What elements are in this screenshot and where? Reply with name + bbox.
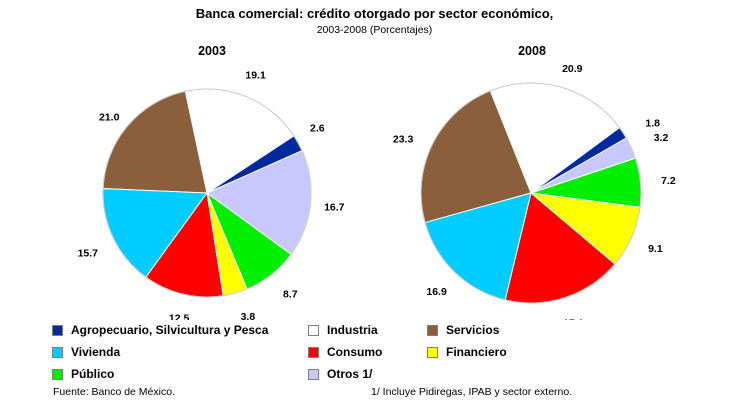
pie-charts-canvas: 2.6 19.1 21.0 15.7 12.5 3.8 8.7 16.7 1.8 20.9 23.3…: [78, 63, 676, 321]
legend-label: Industria: [327, 323, 378, 337]
legend-item-agropecuario: Agropecuario, Silvicultura y Pesca: [52, 319, 268, 341]
slice-value-label: 17.6: [563, 317, 584, 320]
slice-value-label: 12.5: [169, 313, 190, 321]
legend-swatch: [52, 324, 63, 336]
pie-outline: [102, 88, 312, 298]
chart-subtitle: 2003-2008 (Porcentajes): [316, 24, 433, 36]
legend-item-servicios: Servicios: [427, 319, 499, 341]
slice-value-label: 20.9: [562, 63, 583, 75]
legend-swatch: [308, 324, 319, 336]
legend-swatch: [308, 368, 319, 380]
slice-value-label: 2.6: [310, 123, 325, 135]
legend-swatch: [308, 346, 319, 358]
slice-value-label: 23.3: [393, 134, 414, 146]
legend-item-industria: Industria: [308, 319, 378, 341]
pie-title-2003: 2003: [198, 44, 226, 58]
slice-value-label: 16.9: [426, 286, 447, 298]
slice-value-label: 21.0: [99, 111, 120, 123]
slice-value-label: 1.8: [645, 118, 660, 130]
source-note: Fuente: Banco de México.: [53, 386, 175, 398]
legend-swatch: [52, 368, 63, 380]
legend-item-publico: Público: [52, 363, 114, 385]
legend-label: Público: [71, 367, 115, 381]
chart-title: Banca comercial: crédito otorgado por se…: [195, 6, 554, 21]
footnote: 1/ Incluye Pidiregas, IPAB y sector exte…: [371, 386, 573, 398]
legend-swatch: [52, 346, 63, 358]
pie-outline: [420, 82, 642, 304]
slice-value-label: 8.7: [283, 289, 298, 301]
slice-value-label: 15.7: [78, 248, 99, 260]
slice-value-label: 7.2: [661, 175, 676, 187]
legend-item-consumo: Consumo: [308, 341, 382, 363]
slice-value-label: 3.2: [654, 132, 669, 144]
legend-label: Consumo: [327, 345, 383, 359]
legend: Agropecuario, Silvicultura y Pesca Indus…: [52, 319, 672, 385]
legend-label: Agropecuario, Silvicultura y Pesca: [71, 323, 269, 337]
slice-value-label: 19.1: [245, 70, 266, 82]
legend-item-otros: Otros 1/: [308, 363, 372, 385]
slice-value-label: 9.1: [648, 243, 663, 255]
legend-item-financiero: Financiero: [427, 341, 507, 363]
legend-label: Servicios: [446, 323, 500, 337]
legend-label: Vivienda: [71, 345, 121, 359]
slice-value-label: 3.8: [241, 311, 256, 320]
legend-item-vivienda: Vivienda: [52, 341, 120, 363]
pie-title-2008: 2008: [518, 44, 546, 58]
legend-label: Otros 1/: [327, 367, 373, 381]
slice-value-label: 16.7: [324, 201, 345, 213]
legend-label: Financiero: [446, 345, 507, 359]
legend-swatch: [427, 346, 438, 358]
legend-swatch: [427, 324, 438, 336]
